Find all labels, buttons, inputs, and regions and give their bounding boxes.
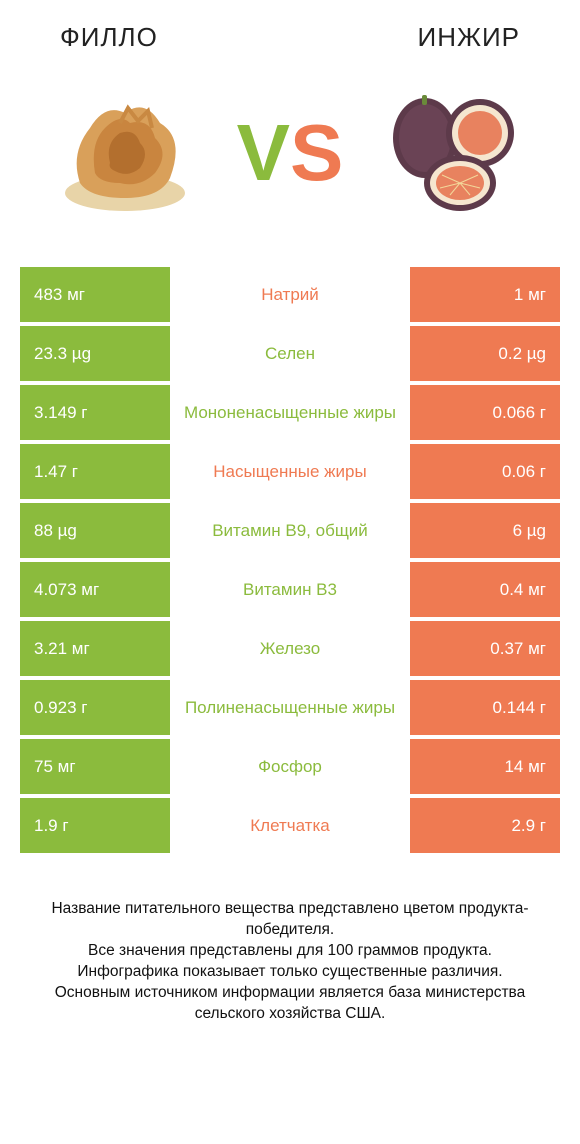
left-value-cell: 3.149 г	[20, 385, 170, 440]
right-value-cell: 0.144 г	[410, 680, 560, 735]
table-row: 483 мгНатрий1 мг	[20, 267, 560, 322]
right-value-cell: 0.4 мг	[410, 562, 560, 617]
left-value-cell: 88 µg	[20, 503, 170, 558]
header-titles: ФИЛЛО ИНЖИР	[20, 22, 560, 53]
table-row: 3.21 мгЖелезо0.37 мг	[20, 621, 560, 676]
right-value-cell: 2.9 г	[410, 798, 560, 853]
nutrient-label: Селен	[170, 326, 410, 381]
nutrient-label: Фосфор	[170, 739, 410, 794]
left-value-cell: 4.073 мг	[20, 562, 170, 617]
comparison-table: 483 мгНатрий1 мг23.3 µgСелен0.2 µg3.149 …	[20, 267, 560, 857]
left-value-cell: 483 мг	[20, 267, 170, 322]
vs-s-letter: S	[290, 113, 343, 193]
table-row: 4.073 мгВитамин B30.4 мг	[20, 562, 560, 617]
left-value-cell: 0.923 г	[20, 680, 170, 735]
right-value-cell: 0.37 мг	[410, 621, 560, 676]
hero-row: V S	[20, 63, 560, 243]
nutrient-label: Мононенасыщенные жиры	[170, 385, 410, 440]
left-value-cell: 3.21 мг	[20, 621, 170, 676]
nutrient-label: Витамин B9, общий	[170, 503, 410, 558]
footnote-line: Все значения представлены для 100 граммо…	[28, 941, 552, 962]
footnote-line: Основным источником информации является …	[28, 983, 552, 1025]
right-value-cell: 14 мг	[410, 739, 560, 794]
right-product-title: ИНЖИР	[418, 22, 521, 53]
phyllo-image	[50, 83, 200, 223]
table-row: 3.149 гМононенасыщенные жиры0.066 г	[20, 385, 560, 440]
nutrient-label: Насыщенные жиры	[170, 444, 410, 499]
nutrient-label: Витамин B3	[170, 562, 410, 617]
left-value-cell: 1.47 г	[20, 444, 170, 499]
table-row: 1.9 гКлетчатка2.9 г	[20, 798, 560, 853]
table-row: 23.3 µgСелен0.2 µg	[20, 326, 560, 381]
right-value-cell: 1 мг	[410, 267, 560, 322]
right-value-cell: 0.066 г	[410, 385, 560, 440]
left-value-cell: 23.3 µg	[20, 326, 170, 381]
left-product-title: ФИЛЛО	[60, 22, 158, 53]
right-value-cell: 6 µg	[410, 503, 560, 558]
table-row: 0.923 гПолиненасыщенные жиры0.144 г	[20, 680, 560, 735]
nutrient-label: Полиненасыщенные жиры	[170, 680, 410, 735]
left-value-cell: 1.9 г	[20, 798, 170, 853]
nutrient-label: Натрий	[170, 267, 410, 322]
vs-v-letter: V	[237, 113, 290, 193]
fig-image	[380, 83, 530, 223]
table-row: 75 мгФосфор14 мг	[20, 739, 560, 794]
footnotes: Название питательного вещества представл…	[20, 899, 560, 1025]
right-value-cell: 0.2 µg	[410, 326, 560, 381]
right-value-cell: 0.06 г	[410, 444, 560, 499]
table-row: 88 µgВитамин B9, общий6 µg	[20, 503, 560, 558]
vs-label: V S	[237, 113, 344, 193]
nutrient-label: Клетчатка	[170, 798, 410, 853]
footnote-line: Инфографика показывает только существенн…	[28, 962, 552, 983]
nutrient-label: Железо	[170, 621, 410, 676]
footnote-line: Название питательного вещества представл…	[28, 899, 552, 941]
table-row: 1.47 гНасыщенные жиры0.06 г	[20, 444, 560, 499]
left-value-cell: 75 мг	[20, 739, 170, 794]
